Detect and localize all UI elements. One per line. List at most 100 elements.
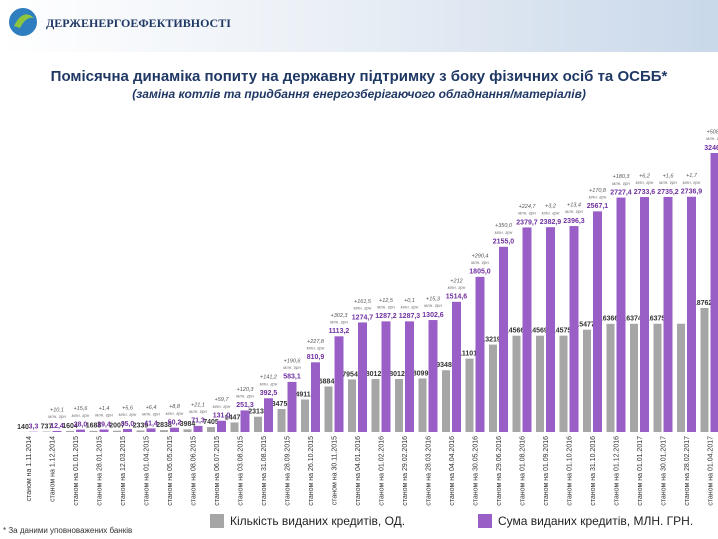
data-label: 2155,0 bbox=[493, 239, 515, 246]
data-label: 145753 bbox=[552, 327, 575, 334]
sum-bar bbox=[311, 362, 320, 432]
data-label: 2567,1 bbox=[587, 203, 609, 210]
data-label: 2727,4 bbox=[610, 189, 632, 196]
sum-bar bbox=[123, 428, 132, 432]
increment-label: +1,7 bbox=[686, 173, 698, 179]
chart-subtitle: (заміна котлів та придбання енергозберіг… bbox=[132, 87, 586, 101]
increment-label: +508,2 bbox=[707, 129, 718, 135]
increment-unit: млн. грн bbox=[448, 285, 466, 290]
increment-unit: млн. грн bbox=[166, 411, 184, 416]
count-bar bbox=[418, 378, 427, 432]
x-tick-label: станом на 01.04.2017 bbox=[707, 436, 714, 506]
increment-unit: млн. грн bbox=[659, 180, 677, 185]
footnote: * За даними уповноважених банків bbox=[3, 526, 132, 535]
x-tick-label: станом на 01.02.2016 bbox=[378, 436, 385, 506]
x-tick-label: станом на 1.11.2014 bbox=[26, 436, 33, 501]
count-bar bbox=[348, 379, 356, 432]
increment-unit: млн. грн bbox=[119, 412, 137, 417]
sum-bar bbox=[358, 322, 367, 432]
x-tick-label: станом на 1.12.2014 bbox=[49, 436, 56, 502]
sum-bar bbox=[640, 197, 649, 432]
sum-bar bbox=[710, 152, 718, 432]
x-tick-label: станом на 01.09.2016 bbox=[543, 436, 550, 506]
sum-bar bbox=[663, 196, 673, 432]
increment-unit: млн. грн bbox=[236, 394, 254, 399]
count-bar bbox=[254, 416, 262, 432]
sum-bar bbox=[76, 429, 85, 432]
data-label: 163666 bbox=[599, 316, 622, 323]
x-tick-label: станом на 01.10.2016 bbox=[566, 436, 573, 506]
increment-label: +21,1 bbox=[191, 402, 205, 408]
count-bar bbox=[66, 430, 74, 432]
data-label: 2379,7 bbox=[516, 219, 538, 226]
increment-label: +15,6 bbox=[74, 406, 89, 412]
increment-label: +6,2 bbox=[639, 173, 650, 179]
data-label: 80122 bbox=[389, 371, 409, 378]
increment-unit: млн. грн bbox=[260, 381, 278, 386]
count-bar bbox=[113, 430, 121, 432]
x-tick-label: станом на 01.04.2015 bbox=[143, 436, 150, 506]
sum-bar bbox=[99, 429, 109, 432]
data-label: 2735,2 bbox=[657, 189, 679, 196]
data-label: 34756 bbox=[272, 401, 292, 408]
x-tick-label: станом на 03.08.2015 bbox=[237, 436, 244, 506]
legend-label: Кількість виданих кредитів, ОД. bbox=[230, 514, 405, 528]
count-bar bbox=[512, 335, 521, 432]
increment-unit: млн. грн bbox=[424, 303, 442, 308]
increment-label: +6,4 bbox=[146, 405, 157, 411]
sum-bar bbox=[193, 425, 203, 432]
chart-title: Помісячна динаміка попиту на державну пі… bbox=[51, 68, 668, 85]
increment-unit: млн. грн bbox=[283, 365, 301, 370]
count-bar bbox=[371, 379, 380, 432]
increment-unit: млн. грн bbox=[636, 180, 654, 185]
increment-label: +0,1 bbox=[404, 298, 415, 304]
data-label: 3984 bbox=[180, 421, 196, 428]
data-label: 29,4 bbox=[97, 421, 111, 428]
sum-bar bbox=[381, 321, 391, 432]
data-label: 79545 bbox=[342, 371, 362, 378]
sum-bar bbox=[287, 381, 297, 432]
data-label: 1113,2 bbox=[329, 328, 350, 335]
increment-label: +302,3 bbox=[331, 313, 349, 319]
data-label: 49113 bbox=[295, 391, 314, 398]
increment-label: +10,1 bbox=[50, 407, 64, 413]
increment-label: +141,2 bbox=[260, 375, 277, 381]
sum-bar bbox=[546, 227, 555, 432]
count-bar bbox=[160, 430, 168, 432]
x-tick-label: станом на 04.04.2016 bbox=[449, 436, 456, 506]
count-bar bbox=[230, 422, 239, 432]
increment-unit: млн. грн bbox=[518, 211, 536, 216]
data-label: 41,4 bbox=[144, 420, 158, 427]
increment-unit: млн. грн bbox=[354, 306, 372, 311]
count-bar bbox=[395, 379, 403, 432]
data-label: 132191 bbox=[481, 336, 504, 343]
sum-bar bbox=[240, 410, 250, 432]
increment-unit: млн. грн bbox=[48, 414, 66, 419]
data-label: 2382,9 bbox=[540, 219, 562, 226]
data-label: 28,0 bbox=[74, 421, 88, 428]
sum-bar bbox=[334, 336, 344, 432]
increment-unit: млн. грн bbox=[213, 404, 231, 409]
x-tick-label: станом на 01.08.2016 bbox=[519, 436, 526, 506]
legend-swatch bbox=[210, 514, 224, 528]
x-tick-label: станом на 30.01.2017 bbox=[660, 436, 667, 506]
data-label: 737 bbox=[41, 423, 53, 430]
increment-label: +180,3 bbox=[613, 174, 631, 180]
data-label: 145696 bbox=[528, 328, 551, 335]
data-label: 71,3 bbox=[191, 418, 205, 425]
sum-bar bbox=[52, 430, 62, 432]
sum-bar bbox=[146, 428, 156, 432]
x-tick-label: станом на 30.05.2016 bbox=[472, 436, 479, 506]
count-bar bbox=[630, 323, 638, 432]
sum-bar bbox=[428, 320, 438, 432]
increment-unit: млн. грн bbox=[307, 345, 325, 350]
sum-bar bbox=[499, 246, 508, 432]
sum-bar bbox=[217, 420, 226, 432]
data-label: 163754 bbox=[646, 316, 669, 323]
x-tick-label: станом на 05.05.2015 bbox=[167, 436, 174, 506]
data-label: 2733,6 bbox=[634, 189, 656, 196]
data-label: 1274,7 bbox=[352, 314, 374, 321]
data-label: 1302,6 bbox=[422, 312, 444, 319]
increment-label: +120,3 bbox=[237, 387, 255, 393]
sum-bar bbox=[452, 301, 461, 432]
